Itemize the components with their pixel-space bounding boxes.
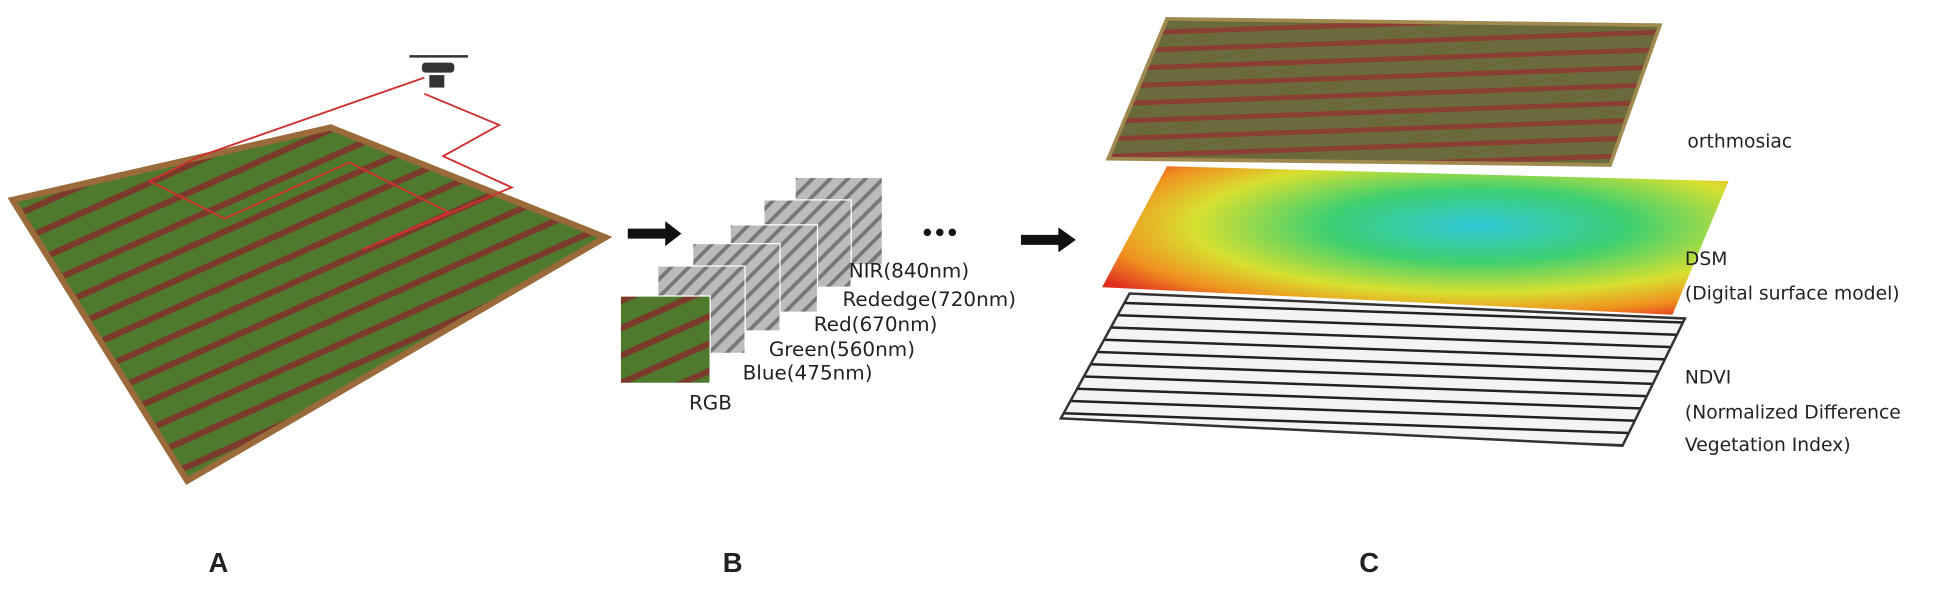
layer-name: orthmosiac	[1687, 131, 1792, 152]
band-label: Red(670nm)	[814, 312, 938, 336]
layer-description: (Digital surface model)	[1685, 284, 1900, 305]
ndvi-layer	[1058, 292, 1687, 448]
arrow	[627, 221, 682, 247]
orthomosaic-layer	[1105, 17, 1663, 167]
flight-path	[147, 76, 515, 251]
drone	[409, 55, 469, 88]
panel-label: C	[1359, 547, 1379, 578]
band-label: Blue(475nm)	[743, 361, 873, 385]
band-label: RGB	[689, 391, 732, 415]
band-label: NIR(840nm)	[849, 258, 969, 282]
band-stack	[619, 176, 884, 384]
arrow	[1020, 227, 1076, 253]
layer-name: NDVI	[1685, 367, 1731, 388]
band-label: Green(560nm)	[769, 337, 915, 361]
panel-label: B	[723, 547, 743, 578]
dsm-layer	[1102, 166, 1729, 315]
ellipsis	[923, 228, 957, 237]
panel-label: A	[209, 547, 229, 578]
field	[7, 124, 613, 485]
layer-name: DSM	[1685, 249, 1727, 270]
layer-description: (Normalized Difference	[1685, 402, 1901, 423]
layer-description: Vegetation Index)	[1685, 435, 1851, 456]
band-label: Rededge(720nm)	[842, 287, 1016, 311]
